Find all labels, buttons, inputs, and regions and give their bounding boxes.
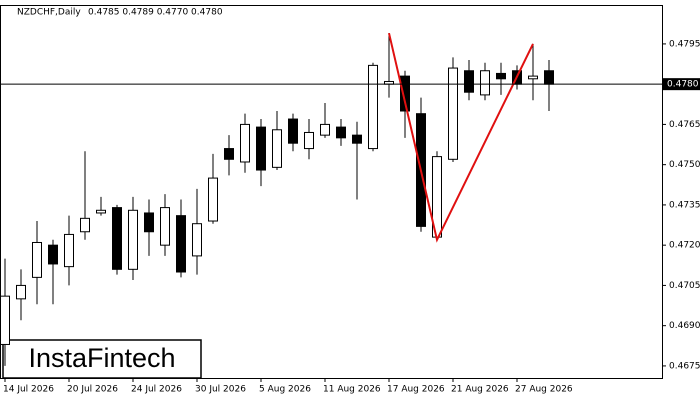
candle-body [144, 212, 154, 233]
x-tick-label: 20 Jul 2026 [67, 385, 118, 395]
candle-body [16, 284, 26, 300]
candle-body [240, 123, 250, 163]
candle-body [192, 223, 202, 257]
x-tick-label: 27 Aug 2026 [515, 385, 573, 395]
candle-body [112, 207, 122, 270]
candle-body [176, 215, 186, 273]
candle-body [336, 126, 346, 139]
pattern-line [388, 32, 534, 243]
y-tick-label: 0.4720 [669, 241, 700, 251]
y-tick-label: 0.4765 [669, 120, 700, 130]
candle-body [352, 134, 362, 144]
chart-title: NZDCHF,Daily [17, 8, 81, 18]
candle-body [208, 177, 218, 222]
candle-body [496, 72, 506, 80]
x-tick-label: 24 Jul 2026 [131, 385, 182, 395]
ohlc-info: 0.4785 0.4789 0.4770 0.4780 [88, 8, 223, 18]
y-tick-label: 0.4675 [669, 361, 700, 371]
x-tick-label: 17 Aug 2026 [387, 385, 445, 395]
candle-body [368, 64, 378, 150]
y-tick-label: 0.4735 [669, 200, 700, 210]
candle-body [528, 75, 538, 80]
plot-frame [0, 5, 663, 379]
y-tick-label: 0.4705 [669, 281, 700, 291]
candle-body [96, 209, 106, 214]
candle-body [80, 217, 90, 233]
y-tick-label: 0.4795 [669, 39, 700, 49]
candle-body [288, 118, 298, 144]
candle-body [32, 241, 42, 278]
x-tick-label: 30 Jul 2026 [195, 385, 246, 395]
y-tick-label: 0.4750 [669, 160, 700, 170]
candle-body [480, 70, 490, 96]
candle-body [544, 70, 554, 85]
candle-body [256, 126, 266, 171]
candle-body [0, 295, 10, 345]
y-tick-label: 0.4690 [669, 321, 700, 331]
logo: InstaFintech [28, 343, 175, 373]
candle-body [160, 207, 170, 246]
candle-body [128, 209, 138, 270]
candle-body [400, 75, 410, 112]
x-tick-label: 21 Aug 2026 [451, 385, 509, 395]
x-tick-label: 11 Aug 2026 [323, 385, 381, 395]
logo-box [2, 339, 202, 379]
candle-body [224, 148, 234, 160]
candle-body [320, 123, 330, 136]
x-tick-label: 5 Aug 2026 [259, 385, 311, 395]
candle-body [272, 129, 282, 168]
current-price-label: 0.4780 [667, 80, 699, 90]
candle-body [464, 70, 474, 93]
candle-body [48, 244, 58, 265]
current-price-box [663, 78, 700, 91]
candle-body [64, 233, 74, 268]
x-tick-label: 14 Jul 2026 [3, 385, 54, 395]
candle-body [304, 131, 314, 150]
candle-body [448, 67, 458, 160]
